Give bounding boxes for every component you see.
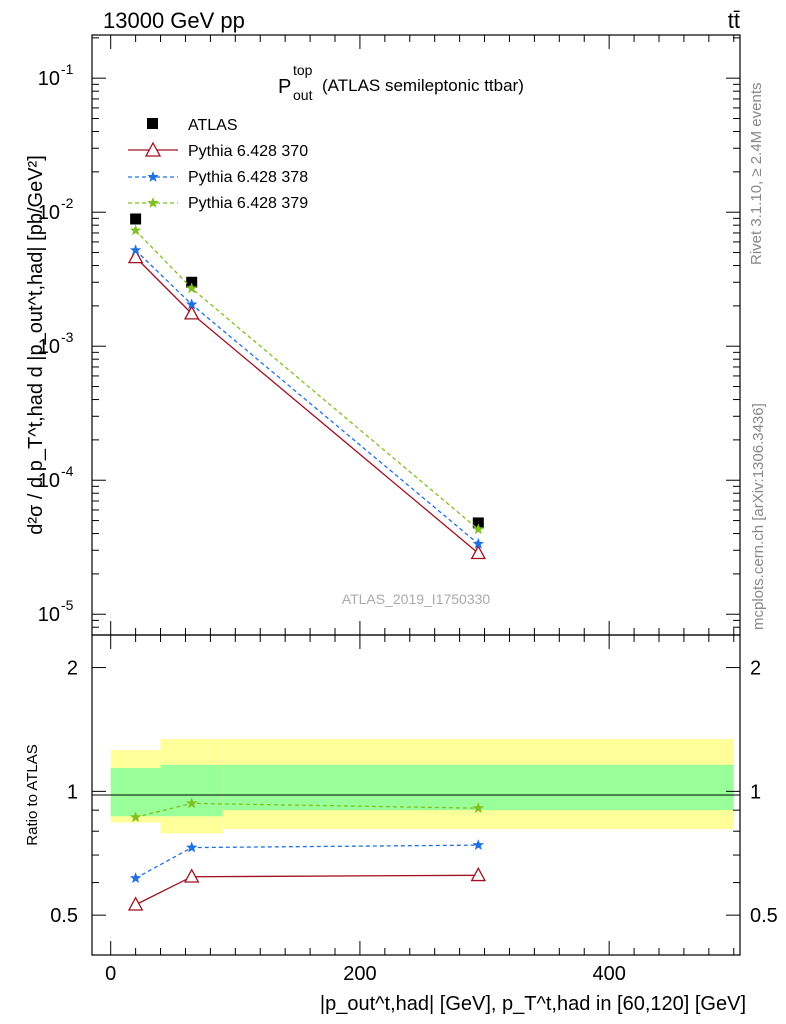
uncertainty-bands (110, 739, 734, 834)
mcplots-label: mcplots.cern.ch [arXiv:1306.3436] (750, 403, 767, 630)
point-ratio-pythia-6-428-370 (470, 866, 487, 882)
point-ratio-pythia-6-428-379 (472, 802, 485, 814)
point-main-pythia-6-428-379 (472, 523, 485, 535)
legend-item-pythia-378: Pythia 6.428 378 (128, 169, 308, 186)
legend-item-pythia-379: Pythia 6.428 379 (128, 195, 308, 212)
point-main-pythia-6-428-370 (470, 544, 487, 560)
point-ratio-pythia-6-428-370 (183, 868, 200, 883)
point-main-pythia-6-428-379 (129, 224, 142, 236)
point-main-pythia-6-428-378 (472, 537, 485, 549)
point-ratio-pythia-6-428-378 (185, 841, 198, 853)
y-tick-label-ratio-right: 1 (750, 781, 761, 803)
point-main-pythia-6-428-370 (183, 305, 200, 320)
y-axis-label-ratio: Ratio to ATLAS (24, 744, 41, 845)
point-main-pythia-6-428-379 (185, 282, 198, 294)
legend: ATLAS Pythia 6.428 370 Pythia 6.428 378 … (128, 117, 308, 212)
process-label: tt̄ (728, 8, 740, 33)
axis-ticks (92, 35, 740, 956)
x-tick-label: 0 (105, 963, 116, 985)
main-series (127, 213, 487, 560)
y-tick-label-ratio-right: 2 (750, 658, 761, 680)
y-tick-label-main: 10 (38, 202, 60, 224)
band-stat-1 (160, 764, 223, 817)
series-line-ratio-pythia-6-428-378 (135, 844, 479, 879)
energy-label: 13000 GeV pp (103, 8, 245, 33)
legend-marker-pythia-370 (144, 141, 162, 157)
legend-marker-pythia-378 (147, 171, 159, 182)
legend-marker-atlas (147, 118, 158, 129)
legend-marker-pythia-379 (147, 197, 159, 208)
x-axis-label: |p_out^t,had| [GeV], p_T^t,had in [60,12… (320, 993, 746, 1015)
y-tick-label-main: 10 (38, 470, 60, 492)
x-tick-label: 200 (343, 963, 376, 985)
plot-title-sub: out (293, 87, 313, 103)
point-main-atlas (472, 517, 484, 529)
series-line-main-pythia-6-428-370 (135, 256, 479, 554)
point-ratio-pythia-6-428-370 (127, 896, 144, 911)
point-main-pythia-6-428-378 (129, 244, 142, 256)
y-tick-label-main-exp: -1 (61, 61, 74, 77)
y-tick-label-main-exp: -4 (61, 463, 74, 479)
x-tick-label: 400 (592, 963, 625, 985)
legend-label-pythia-370: Pythia 6.428 370 (188, 143, 308, 160)
point-ratio-pythia-6-428-379 (129, 811, 142, 823)
y-tick-label-main: 10 (38, 336, 60, 358)
ratio-series (127, 797, 487, 911)
point-ratio-pythia-6-428-378 (129, 872, 142, 884)
legend-label-pythia-379: Pythia 6.428 379 (188, 195, 308, 212)
series-line-main-pythia-6-428-378 (135, 249, 479, 545)
band-stat-0 (110, 767, 161, 817)
y-axis-label-main: d²σ / d p_T^t,had d |p_out^t,had| [pb/Ge… (25, 155, 47, 535)
y-tick-label-ratio-right: 0.5 (750, 905, 778, 927)
legend-item-atlas: ATLAS (147, 117, 238, 134)
analysis-watermark: ATLAS_2019_I1750330 (342, 591, 491, 607)
point-main-pythia-6-428-370 (127, 249, 144, 264)
legend-label-pythia-378: Pythia 6.428 378 (188, 169, 308, 186)
series-line-main-pythia-6-428-379 (135, 230, 479, 530)
y-tick-label-main-exp: -3 (61, 329, 74, 345)
y-tick-label-ratio-left: 2 (67, 658, 78, 680)
y-tick-label-main: 10 (38, 68, 60, 90)
y-tick-label-main-exp: -5 (61, 597, 74, 613)
point-ratio-pythia-6-428-379 (185, 797, 198, 809)
y-tick-label-main: 10 (38, 604, 60, 626)
point-ratio-pythia-6-428-378 (472, 839, 485, 850)
y-tick-label-ratio-left: 1 (67, 781, 78, 803)
plot-title-rest: (ATLAS semileptonic ttbar) (322, 76, 524, 95)
y-tick-label-ratio-left: 0.5 (50, 905, 78, 927)
point-main-atlas (130, 213, 142, 225)
rivet-label: Rivet 3.1.10, ≥ 2.4M events (748, 83, 765, 266)
plot-title-main: P (278, 76, 291, 98)
plot-title: P top out (ATLAS semileptonic ttbar) (278, 62, 524, 103)
y-tick-label-main-exp: -2 (61, 195, 74, 211)
point-main-atlas (186, 276, 198, 288)
legend-item-pythia-370: Pythia 6.428 370 (128, 141, 308, 160)
legend-label-atlas: ATLAS (188, 117, 238, 134)
ratio-panel-frame (91, 634, 741, 956)
plot-title-sup: top (293, 62, 313, 78)
point-main-pythia-6-428-378 (185, 298, 198, 310)
